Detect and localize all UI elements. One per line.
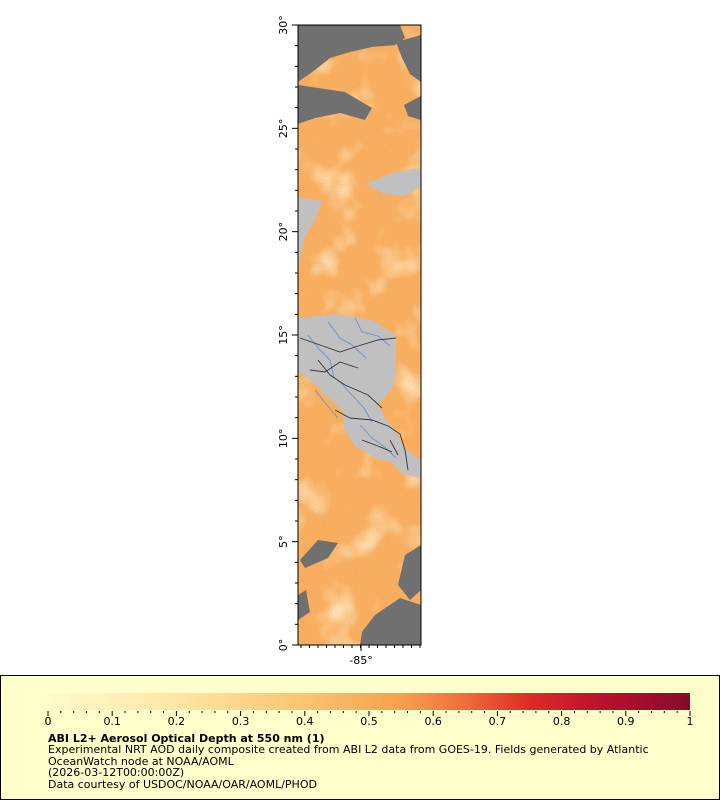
land-central-america xyxy=(298,314,421,478)
colorbar-tick-label: 0.7 xyxy=(489,715,507,728)
land-west-coast xyxy=(298,198,322,265)
no-data-east-streak xyxy=(404,96,421,120)
map-figure: 0° 5° 10° 15° 20° 25° 30° -85° xyxy=(277,15,422,667)
colorbar-tick-label: 1 xyxy=(687,715,694,728)
no-data-north-band xyxy=(298,85,372,124)
river-network xyxy=(307,317,397,459)
lat-tick-label: 30° xyxy=(277,15,290,35)
legend-title: ABI L2+ Aerosol Optical Depth at 550 nm … xyxy=(48,732,325,745)
no-data-northeast xyxy=(396,35,421,82)
lat-tick-label: 25° xyxy=(277,119,290,139)
colorbar-ticks: 0 0.1 0.2 0.3 0.4 0.5 0.6 0.7 0.8 0.9 1 xyxy=(45,711,694,728)
legend-timestamp: (2026-03-12T00:00:00Z) xyxy=(48,766,185,779)
lat-tick-label: 0° xyxy=(277,639,290,652)
colorbar-tick-label: 0 xyxy=(45,715,52,728)
no-data-south-west xyxy=(300,540,338,568)
colorbar-gradient xyxy=(48,693,690,710)
colorbar-tick-label: 0.8 xyxy=(553,715,571,728)
land-gulf-coast xyxy=(365,168,421,196)
colorbar-tick-label: 0.4 xyxy=(296,715,314,728)
aod-field xyxy=(298,25,421,645)
colorbar-tick-label: 0.3 xyxy=(232,715,250,728)
lat-tick-label: 20° xyxy=(277,222,290,242)
no-data-south-bottom xyxy=(360,598,421,645)
lat-tick-label: 5° xyxy=(277,535,290,548)
legend-description-line-2: OceanWatch node at NOAA/AOML xyxy=(48,755,234,768)
latitude-axis: 0° 5° 10° 15° 20° 25° 30° xyxy=(277,15,298,651)
no-data-north-cluster xyxy=(298,25,405,82)
colorbar-tick-label: 0.5 xyxy=(360,715,378,728)
no-data-far-south-west xyxy=(298,590,310,620)
colorbar-tick-label: 0.1 xyxy=(103,715,121,728)
country-borders xyxy=(299,337,409,471)
colorbar-tick-label: 0.9 xyxy=(617,715,635,728)
legend-panel: 0 0.1 0.2 0.3 0.4 0.5 0.6 0.7 0.8 0.9 1 ABI L2+ Ae… xyxy=(0,675,720,800)
colorbar-tick-label: 0.6 xyxy=(424,715,442,728)
longitude-axis: -85° xyxy=(300,645,421,667)
legend-credit: Data courtesy of USDOC/NOAA/OAR/AOML/PHO… xyxy=(48,778,317,791)
lat-tick-label: 10° xyxy=(277,429,290,449)
lat-tick-label: 15° xyxy=(277,325,290,345)
legend-description-line-1: Experimental NRT AOD daily composite cre… xyxy=(48,743,649,756)
lon-tick-label: -85° xyxy=(349,654,372,667)
colorbar-tick-label: 0.2 xyxy=(168,715,186,728)
no-data-south-east xyxy=(398,545,421,600)
colorbar: 0 0.1 0.2 0.3 0.4 0.5 0.6 0.7 0.8 0.9 1 xyxy=(45,693,694,728)
